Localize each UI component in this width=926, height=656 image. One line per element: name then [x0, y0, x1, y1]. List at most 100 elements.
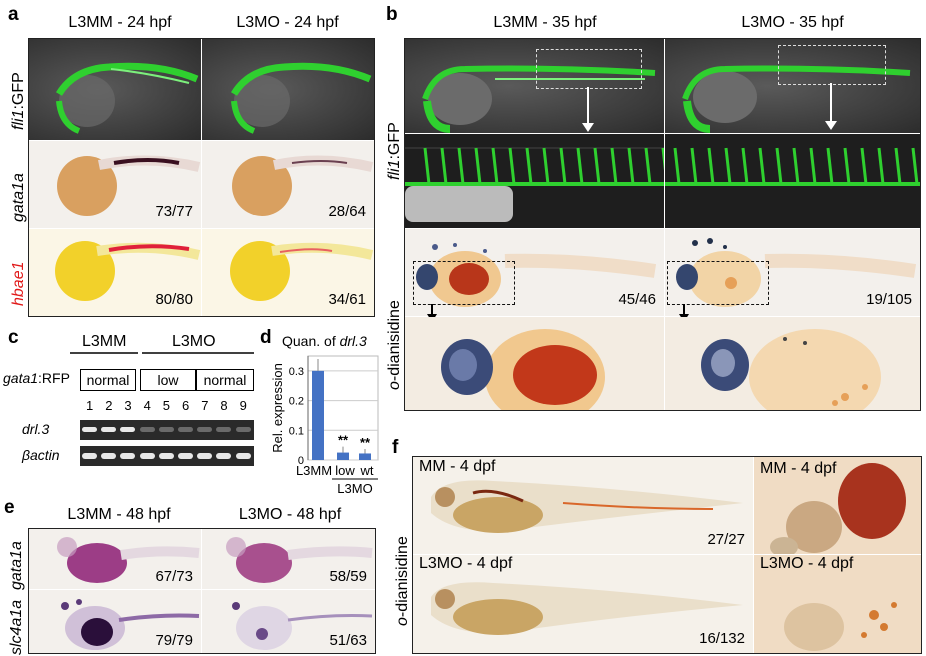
panel-a-title-mm: L3MM - 24 hpf: [68, 14, 172, 31]
group-mm-label: L3MM: [82, 333, 127, 350]
panel-f-mm-zoom: MM - 4 dpf: [754, 457, 921, 554]
isv-vessel: [843, 147, 851, 185]
isv-vessel: [423, 147, 431, 185]
y-tick-label: 0.2: [289, 396, 304, 408]
isv-vessel: [440, 147, 448, 185]
gel-drl: [80, 420, 254, 440]
panel-d-label: d: [260, 327, 272, 348]
gel-band: [178, 427, 193, 432]
gel-band: [158, 453, 174, 459]
isv-vessel: [741, 147, 749, 185]
isv-vessel: [724, 147, 732, 185]
lane-number: 8: [220, 398, 228, 413]
panel-c-label: c: [8, 327, 19, 348]
x-category-label: L3MM: [296, 463, 332, 478]
isv-vessel: [457, 147, 465, 185]
zoom-box: [667, 261, 769, 305]
isv-vessel: [576, 147, 584, 185]
isv-vessel: [826, 147, 834, 185]
gel-band: [235, 427, 251, 432]
panel-e-grid: [28, 528, 376, 654]
isv-vessel: [690, 147, 698, 185]
panel-f-mo-whole: L3MO - 4 dpf 16/132: [413, 555, 753, 653]
panel-e-gata-mm: 67/73: [29, 529, 201, 589]
count: 27/27: [707, 531, 745, 548]
isv-vessel: [673, 147, 681, 185]
count: 73/77: [155, 203, 193, 220]
lane-number: 4: [143, 398, 151, 413]
panel-a-title-mo: L3MO - 24 hpf: [236, 14, 339, 31]
panel-a-fli-mm: [29, 39, 201, 140]
gel-band: [197, 453, 213, 459]
panel-b-fli-mo: [665, 39, 920, 133]
gel-band: [101, 453, 117, 459]
gel-actin: [80, 446, 254, 466]
panel-b-title-mm: L3MM - 35 hpf: [493, 14, 597, 31]
gel-band: [101, 427, 117, 432]
gel-band: [178, 453, 193, 459]
count: 45/46: [618, 291, 656, 308]
isv-vessel: [559, 147, 567, 185]
panel-b-label: b: [386, 4, 398, 25]
zoom-box: [413, 261, 515, 305]
panel-b-odia-label: o-dianisidine: [386, 300, 403, 390]
panel-b-fli-label: fli1:GFP: [386, 122, 403, 180]
isv-vessel: [474, 147, 482, 185]
panel-f-mm-whole: 27/27: [413, 457, 753, 554]
rfp-box-low: low: [140, 369, 196, 391]
panel-f-mo-zoom: L3MO - 4 dpf: [754, 555, 921, 653]
panel-e-slc-label: slc4a1a: [8, 599, 25, 655]
panel-a-label: a: [8, 4, 19, 25]
panel-e-title-mo: L3MO - 48 hpf: [238, 506, 342, 523]
panel-f-mo-title: L3MO - 4 dpf: [419, 555, 513, 572]
panel-b-zoom-mo: [665, 317, 920, 410]
isv-vessel: [877, 147, 885, 185]
count: 80/80: [155, 291, 193, 308]
drl-label: drl.3: [22, 421, 50, 437]
isv-vessel: [491, 147, 499, 185]
x-category-label: wt: [360, 463, 374, 478]
isv-vessel: [911, 147, 919, 185]
gel-band: [158, 427, 174, 432]
panel-a-gata-mo: 28/64: [202, 141, 374, 228]
panel-e-slc-mo: 51/63: [202, 590, 375, 653]
y-axis-label: Rel. expression: [270, 363, 285, 453]
gel-band: [216, 453, 232, 459]
significance-mark: **: [338, 433, 349, 448]
isv-vessel: [894, 147, 902, 185]
panel-e-gata-label: gata1a: [8, 541, 25, 590]
count: 16/132: [699, 630, 745, 647]
panel-b-title-mo: L3MO - 35 hpf: [741, 14, 844, 31]
panel-f-mm-title: MM - 4 dpf: [419, 458, 496, 475]
isv-vessel: [775, 147, 783, 185]
count: 58/59: [329, 568, 367, 585]
lane-number: 7: [201, 398, 209, 413]
isv-vessel: [644, 147, 652, 185]
rfp-label: gata1:RFP: [3, 370, 70, 386]
panel-a-hbae-mo: 34/61: [202, 229, 374, 316]
isv-vessel: [508, 147, 516, 185]
gel-band: [197, 427, 213, 432]
rfp-box-normal-mm: normal: [80, 369, 136, 391]
panel-b-odia-mo: 19/105: [665, 229, 920, 316]
isv-vessel: [542, 147, 550, 185]
lane-number: 5: [162, 398, 171, 413]
y-tick-label: 0: [298, 455, 304, 467]
panel-a-fli-mo: [202, 39, 374, 140]
panel-f-mo-zoom-title: L3MO - 4 dpf: [760, 555, 854, 572]
panel-b-fli-mm: [405, 39, 664, 133]
x-group-label: L3MO: [337, 481, 372, 496]
gel-band: [216, 427, 232, 432]
panel-b-odia-mm: 45/46: [405, 229, 664, 316]
panel-a-hbae-label: hbae1: [10, 261, 27, 307]
actin-label: βactin: [22, 447, 60, 463]
lane-number: 1: [86, 398, 94, 413]
isv-vessel: [860, 147, 868, 185]
panel-b-zoom-mm: [405, 317, 664, 410]
count: 67/73: [155, 568, 193, 585]
bar: [337, 452, 349, 460]
bar: [312, 370, 324, 460]
lane-number: 9: [239, 398, 247, 413]
panel-b-grid: [404, 38, 921, 411]
y-tick-label: 0.1: [289, 425, 304, 437]
